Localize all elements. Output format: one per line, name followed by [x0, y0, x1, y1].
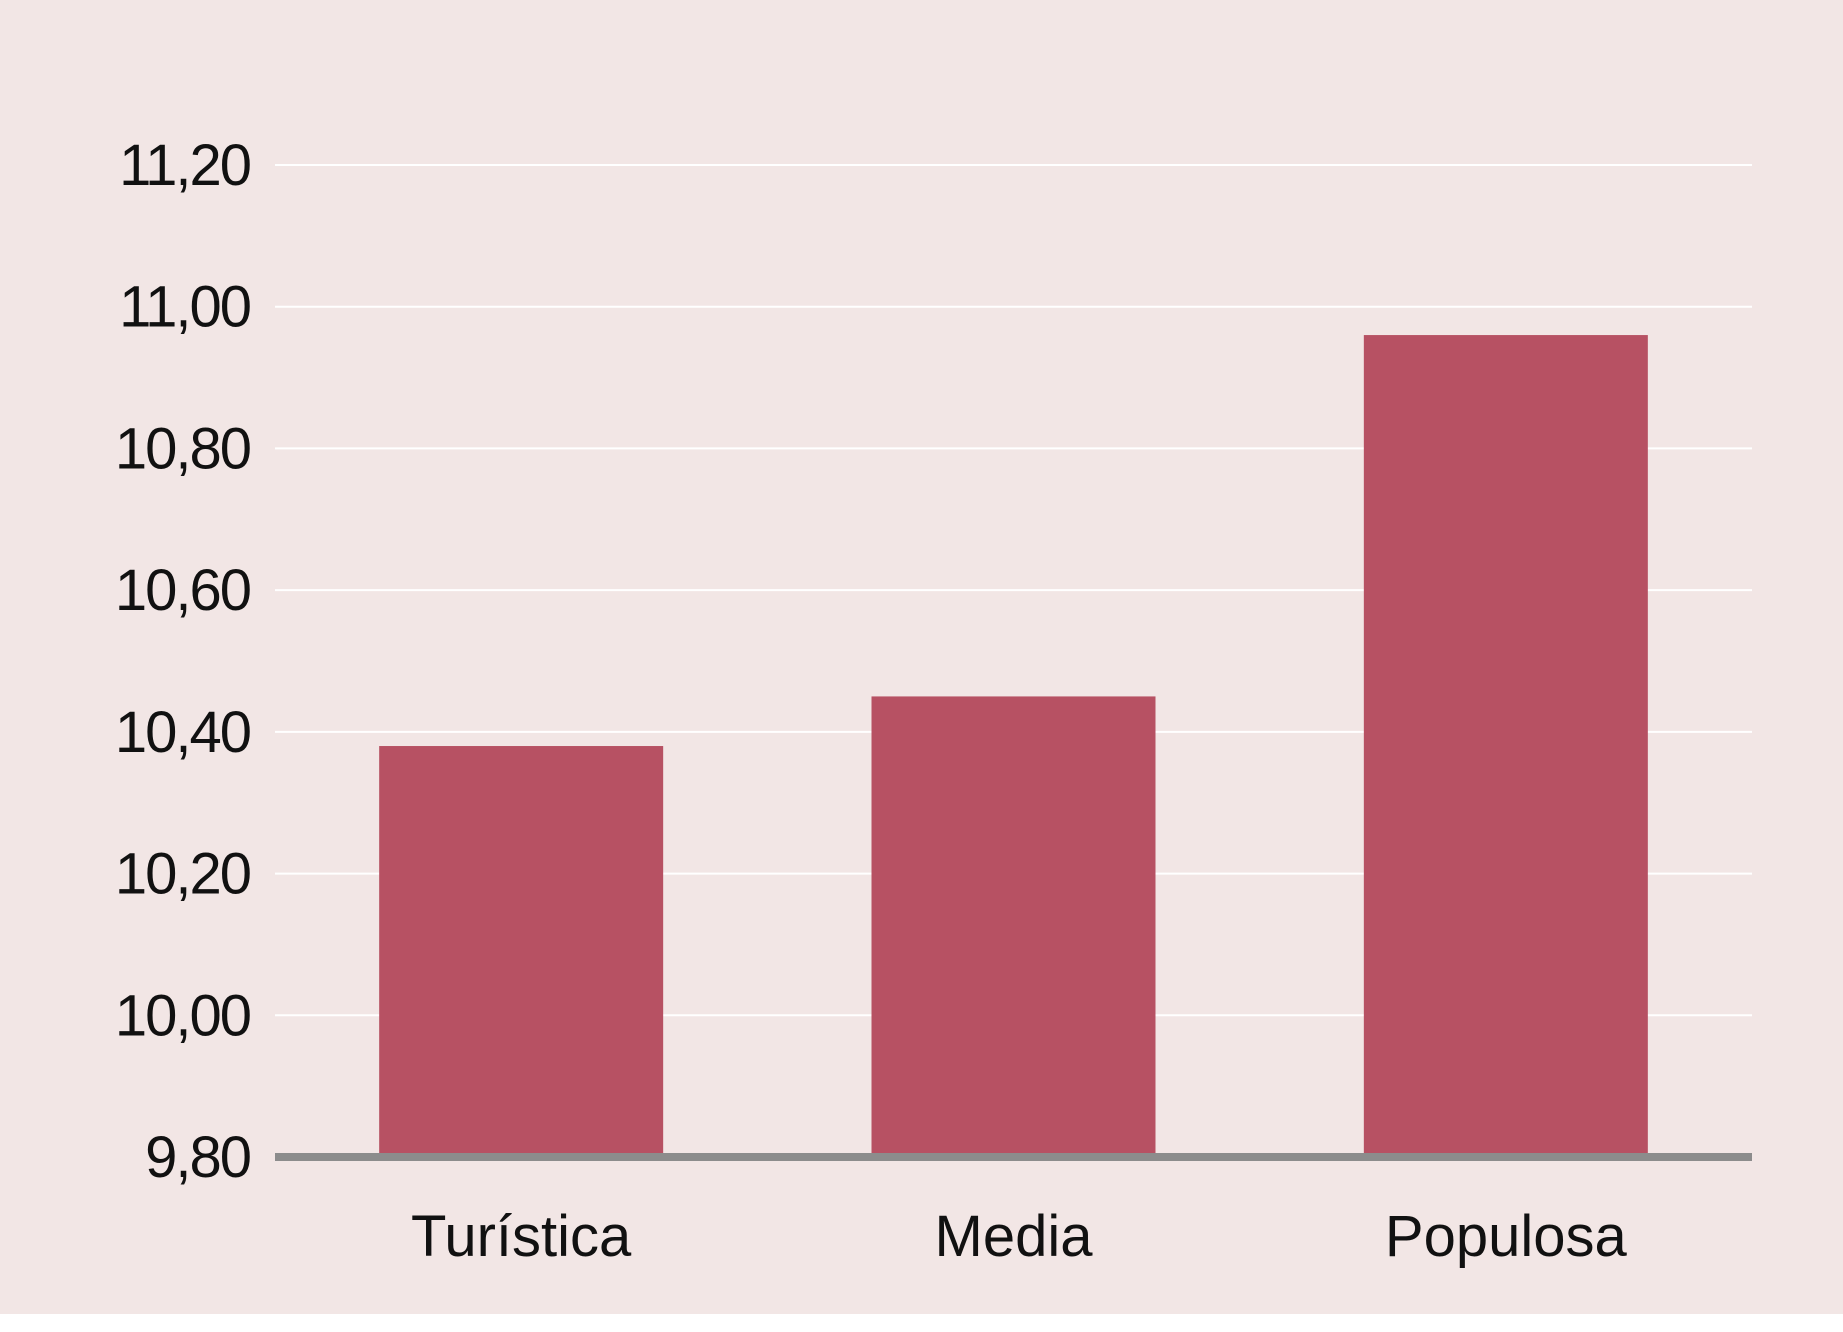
y-tick-label: 10,00 [115, 983, 250, 1048]
y-tick-label: 10,20 [115, 842, 250, 907]
y-tick-label: 10,60 [115, 558, 250, 623]
bar [379, 746, 664, 1157]
y-tick-label: 11,20 [119, 133, 250, 198]
x-category-label: Media [935, 1204, 1094, 1269]
y-tick-label: 10,80 [115, 416, 250, 481]
y-tick-label: 9,80 [145, 1125, 250, 1190]
bar [871, 696, 1156, 1157]
x-category-label: Populosa [1385, 1204, 1628, 1269]
bar [1363, 335, 1648, 1157]
x-category-label: Turística [411, 1204, 632, 1269]
x-axis-category-labels: Turística Media Populosa [411, 1204, 1627, 1269]
y-tick-label: 11,00 [119, 275, 250, 340]
bars [379, 335, 1648, 1157]
y-tick-label: 10,40 [115, 700, 250, 765]
y-axis-tick-labels: 9,80 10,00 10,20 10,40 10,60 10,80 11,00 11,20 [115, 133, 252, 1190]
